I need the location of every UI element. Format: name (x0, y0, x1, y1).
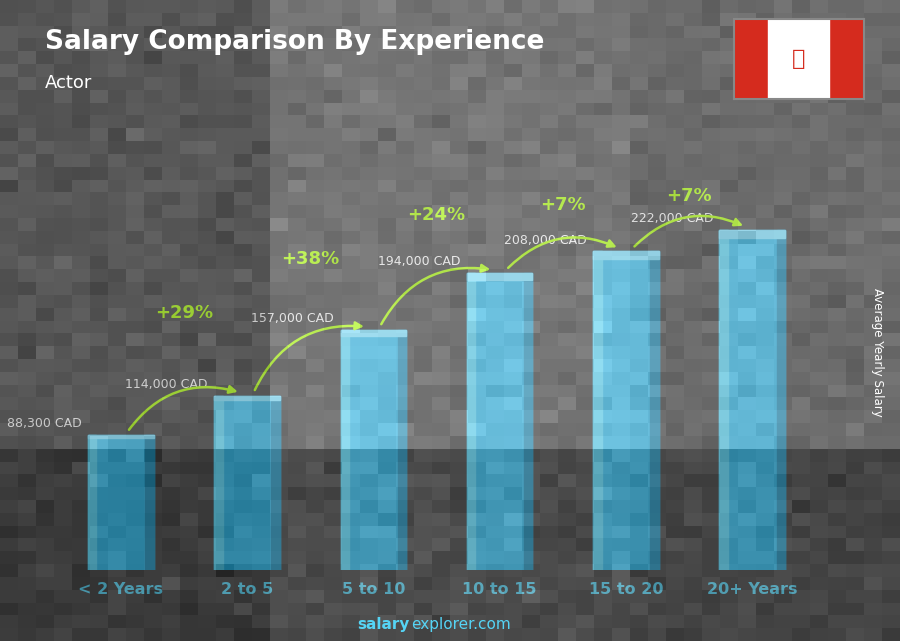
Text: +29%: +29% (155, 304, 213, 322)
Bar (467, 273, 533, 570)
Text: Salary Comparison By Experience: Salary Comparison By Experience (45, 29, 544, 55)
Bar (719, 230, 728, 570)
Text: 114,000 CAD: 114,000 CAD (125, 378, 208, 391)
Bar (214, 395, 223, 570)
Bar (524, 273, 533, 570)
Bar (272, 395, 280, 570)
Bar (593, 251, 659, 260)
Text: 157,000 CAD: 157,000 CAD (251, 312, 334, 325)
Text: +38%: +38% (281, 250, 339, 268)
Bar (214, 395, 280, 400)
Text: 194,000 CAD: 194,000 CAD (378, 255, 461, 269)
Text: 88,300 CAD: 88,300 CAD (7, 417, 82, 431)
Bar (734, 19, 769, 99)
Bar (719, 230, 785, 570)
Text: Average Yearly Salary: Average Yearly Salary (871, 288, 884, 417)
Bar (593, 251, 601, 570)
Bar (777, 230, 785, 570)
Text: 222,000 CAD: 222,000 CAD (631, 212, 713, 226)
Text: explorer.com: explorer.com (411, 617, 511, 633)
Text: +7%: +7% (540, 196, 586, 215)
Text: +24%: +24% (408, 206, 465, 224)
Bar (467, 273, 533, 280)
Bar (769, 19, 829, 99)
Bar (340, 329, 406, 570)
Bar (467, 273, 475, 570)
Bar (214, 395, 280, 570)
Bar (88, 435, 154, 438)
Bar (593, 251, 659, 570)
Text: 208,000 CAD: 208,000 CAD (504, 234, 587, 247)
Bar (340, 329, 349, 570)
Text: Actor: Actor (45, 74, 93, 92)
Bar (88, 435, 96, 570)
Bar (650, 251, 659, 570)
Bar (340, 329, 406, 336)
Bar (719, 230, 785, 238)
Text: +7%: +7% (666, 187, 712, 205)
Bar (88, 435, 154, 570)
Bar (829, 19, 864, 99)
Bar (398, 329, 406, 570)
Bar (145, 435, 154, 570)
Text: salary: salary (357, 617, 410, 633)
Text: 🍁: 🍁 (792, 49, 806, 69)
